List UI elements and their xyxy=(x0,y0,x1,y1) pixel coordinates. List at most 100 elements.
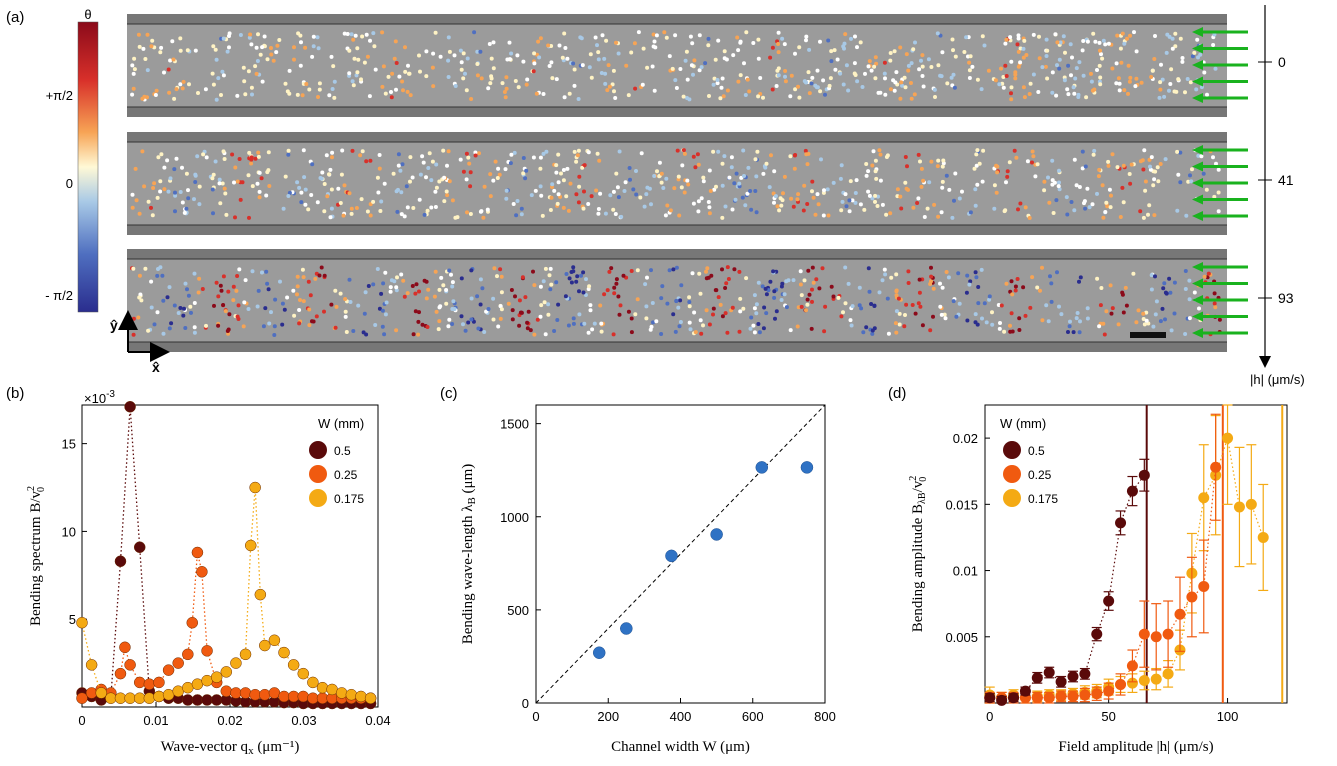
particle xyxy=(436,327,441,332)
data-point xyxy=(76,616,88,629)
data-point xyxy=(1115,678,1127,690)
particle xyxy=(1188,80,1193,85)
particle xyxy=(825,187,830,192)
particle xyxy=(813,212,818,217)
particle xyxy=(433,205,438,209)
particle xyxy=(616,294,621,299)
particle xyxy=(380,308,385,313)
particle xyxy=(463,71,467,76)
particle xyxy=(392,279,397,284)
particle xyxy=(751,323,756,328)
particle xyxy=(295,284,300,289)
particle xyxy=(826,213,831,218)
particle xyxy=(237,157,242,161)
particle xyxy=(703,61,708,66)
particle xyxy=(720,314,725,319)
particle xyxy=(262,34,267,39)
particle xyxy=(797,95,802,100)
strip-2 xyxy=(127,249,1248,352)
particle xyxy=(673,329,678,334)
particle xyxy=(1152,57,1157,61)
particle xyxy=(280,322,285,327)
particle xyxy=(572,67,577,72)
particle xyxy=(180,86,185,91)
particle xyxy=(554,163,559,168)
particle xyxy=(679,185,684,190)
particle xyxy=(795,324,800,329)
particle xyxy=(712,76,717,81)
particle xyxy=(217,181,222,186)
particle xyxy=(888,58,893,63)
particle xyxy=(1121,163,1126,168)
particle xyxy=(1156,179,1161,184)
particle xyxy=(892,49,897,54)
particle xyxy=(486,86,491,91)
particle xyxy=(1077,279,1081,284)
particle xyxy=(1212,291,1217,296)
particle xyxy=(1008,35,1013,40)
particle xyxy=(582,321,587,326)
particle xyxy=(1159,62,1163,67)
particle xyxy=(752,330,757,335)
particle xyxy=(1028,305,1033,310)
particle xyxy=(465,56,470,61)
particle xyxy=(863,71,867,76)
particle xyxy=(807,91,812,96)
particle xyxy=(608,193,613,198)
particle xyxy=(968,279,973,284)
particle xyxy=(701,175,706,180)
particle xyxy=(447,268,452,273)
particle xyxy=(894,70,899,75)
particle xyxy=(657,160,662,165)
particle xyxy=(379,199,384,204)
particle xyxy=(427,151,432,156)
particle xyxy=(1178,36,1183,41)
particle xyxy=(909,96,914,101)
particle xyxy=(756,322,761,326)
particle xyxy=(938,304,943,309)
particle xyxy=(488,172,493,177)
particle xyxy=(537,55,542,60)
particle xyxy=(676,174,681,179)
particle xyxy=(371,282,376,287)
particle xyxy=(737,329,742,334)
particle xyxy=(437,179,442,184)
particle xyxy=(324,153,329,158)
particle xyxy=(746,165,751,170)
particle xyxy=(718,96,723,101)
particle xyxy=(350,148,355,153)
particle xyxy=(843,32,848,37)
particle xyxy=(297,185,302,190)
particle xyxy=(565,56,570,61)
particle xyxy=(519,212,524,217)
particle xyxy=(773,194,778,199)
particle xyxy=(133,166,138,171)
particle xyxy=(607,84,612,89)
particle xyxy=(1007,160,1012,165)
particle xyxy=(392,56,397,61)
particle xyxy=(1197,306,1201,311)
particle xyxy=(712,187,717,192)
particle xyxy=(503,95,508,100)
particle xyxy=(870,331,875,336)
particle xyxy=(973,203,978,208)
particle xyxy=(956,271,961,276)
data-point xyxy=(259,688,271,701)
particle xyxy=(866,189,871,194)
particle xyxy=(166,67,171,72)
x-tick-label: 0.01 xyxy=(143,713,168,728)
particle xyxy=(241,324,246,329)
particle xyxy=(902,75,907,80)
particle xyxy=(894,309,899,314)
particle xyxy=(819,157,823,162)
particle xyxy=(873,169,878,174)
particle xyxy=(707,168,712,173)
particle xyxy=(919,58,923,63)
particle xyxy=(853,34,857,39)
particle xyxy=(1180,56,1185,60)
particle xyxy=(707,211,712,216)
particle xyxy=(1129,162,1134,167)
particle xyxy=(498,316,503,321)
particle xyxy=(548,208,553,212)
particle xyxy=(899,206,904,211)
